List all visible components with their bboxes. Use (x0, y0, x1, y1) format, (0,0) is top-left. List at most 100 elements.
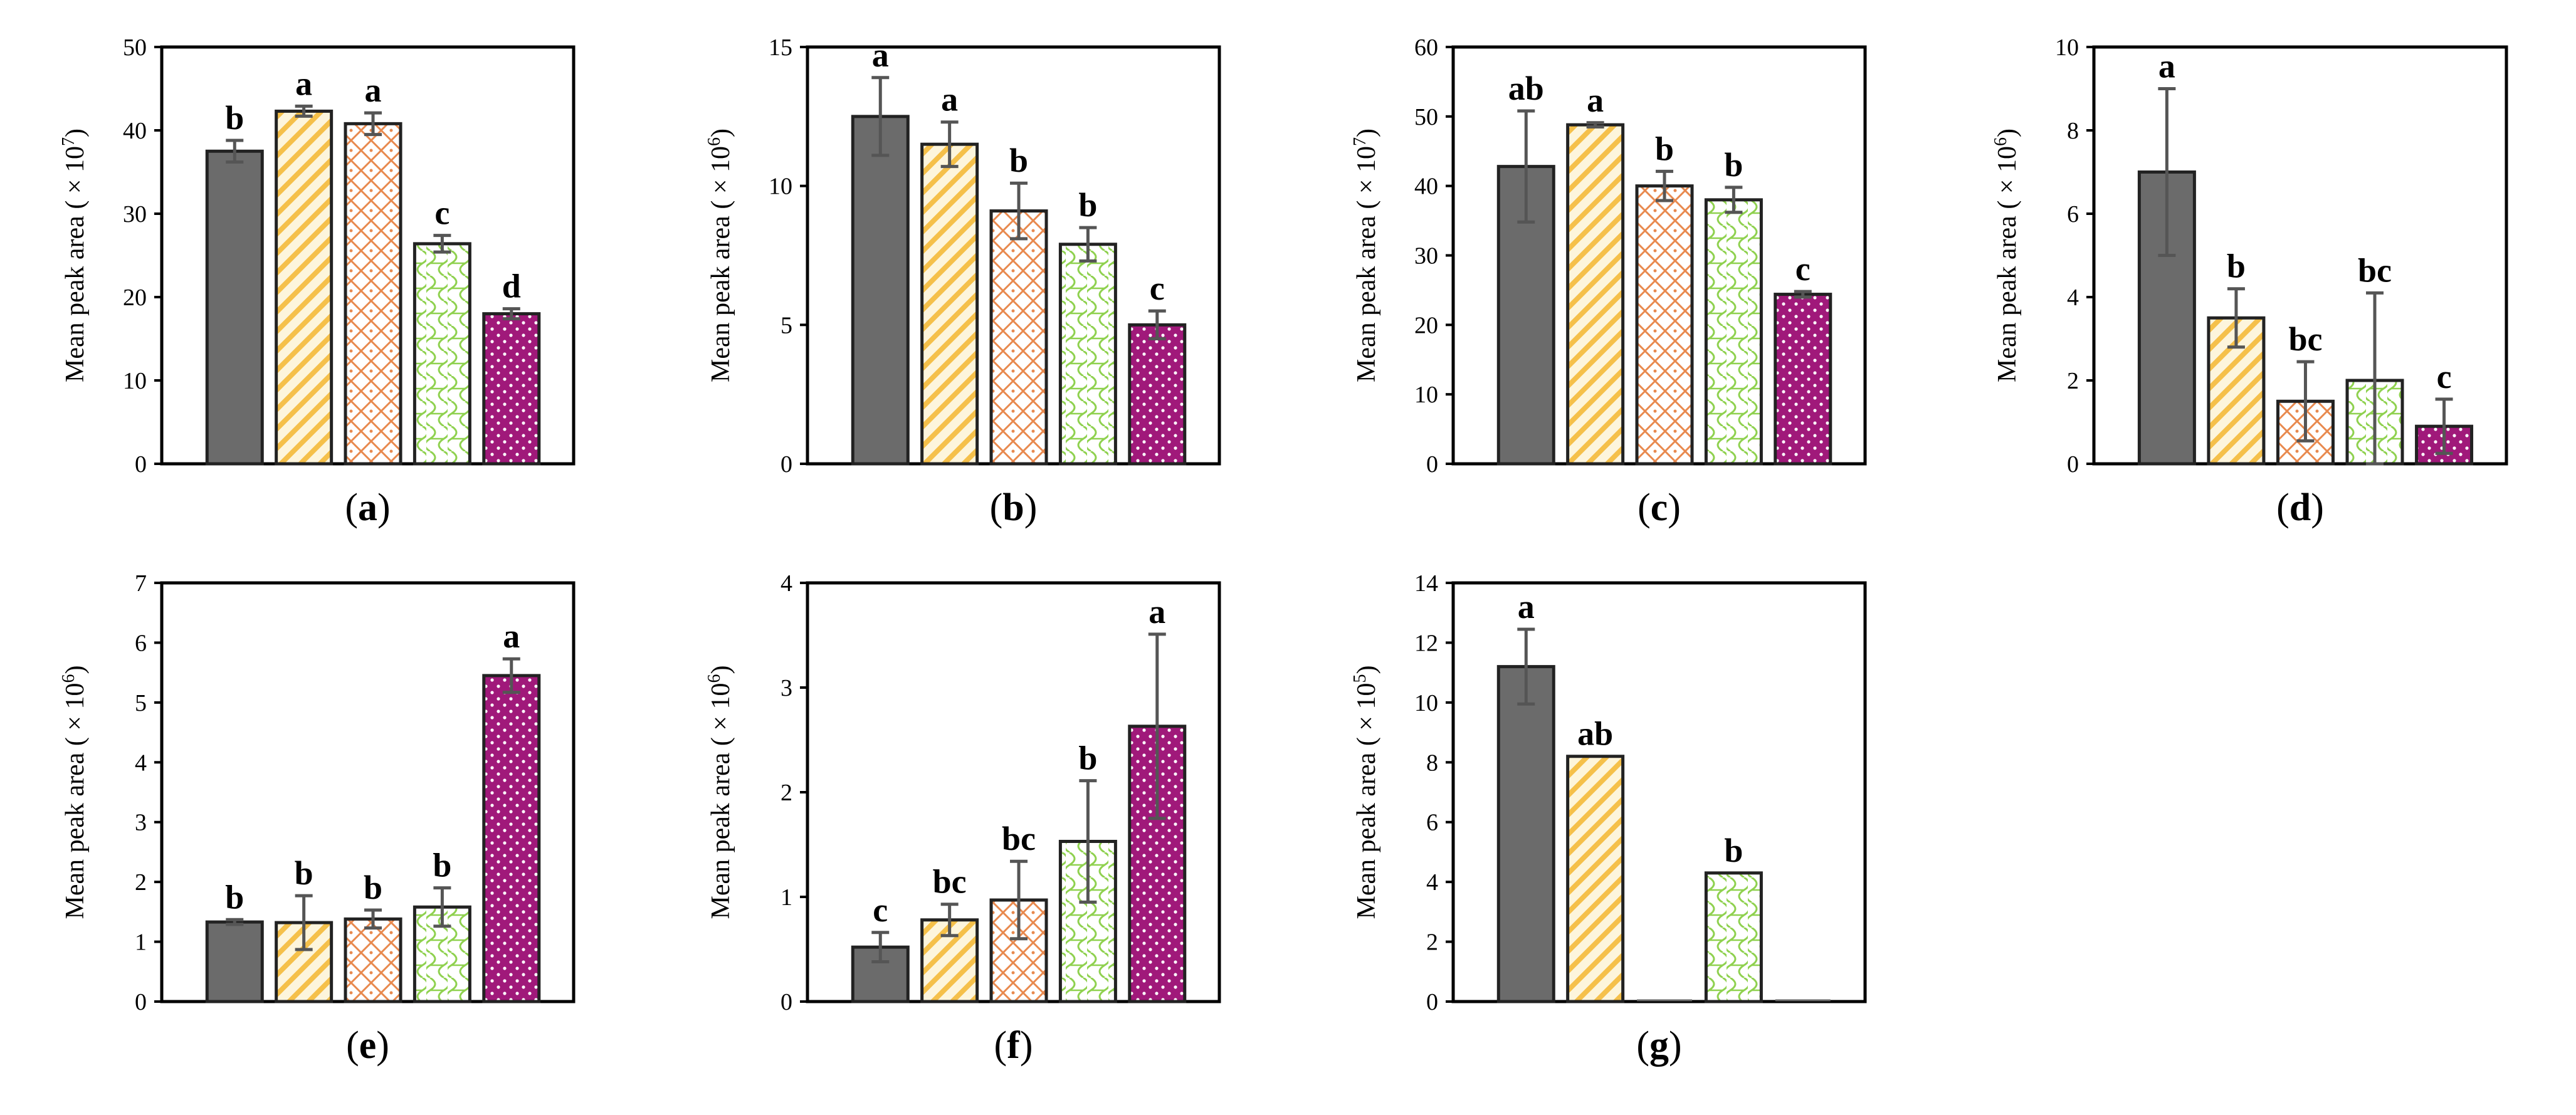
y-tick-label: 14 (1414, 570, 1438, 597)
significance-letter: b (295, 854, 313, 892)
significance-letter: c (1795, 250, 1811, 288)
chart-panel-e: 0 1 2 3 4 5 6 7 Mean peak area ( × 106) b b b b a (e) (59, 570, 576, 1067)
y-tick-label: 12 (1414, 630, 1438, 656)
y-tick-label: 2 (781, 780, 792, 806)
significance-letter: a (2158, 48, 2175, 85)
error-bar (364, 908, 382, 930)
error-bar (1656, 169, 1674, 202)
significance-letter: bc (2288, 320, 2322, 358)
bar-e-1 (205, 920, 264, 1003)
y-tick-label: 50 (1414, 104, 1438, 130)
y-tick-label: 50 (123, 34, 147, 61)
y-tick-label: 1 (135, 929, 147, 956)
error-bar (871, 76, 890, 157)
error-bar (433, 234, 451, 254)
y-tick-label: 5 (781, 312, 792, 338)
bar-c-5 (1774, 293, 1832, 466)
significance-letter: b (1078, 740, 1097, 777)
y-tick-label: 30 (123, 201, 147, 228)
error-bar (1079, 226, 1097, 263)
error-bar (1794, 290, 1812, 299)
y-tick-label: 4 (135, 750, 147, 776)
y-tick-label: 0 (781, 989, 792, 1015)
y-tick-label: 10 (2055, 34, 2079, 61)
y-axis-label: Mean peak area ( × 106) (1991, 128, 2022, 382)
y-tick-label: 40 (1414, 174, 1438, 200)
y-axis-label: Mean peak area ( × 106) (705, 128, 736, 382)
panel-label: (b) (990, 486, 1038, 529)
significance-letter: b (1724, 146, 1743, 184)
significance-letter: a (503, 617, 520, 655)
error-bar (871, 931, 890, 964)
significance-letter: b (1655, 130, 1674, 167)
significance-letter: c (1150, 270, 1165, 307)
panel-label: (e) (346, 1024, 389, 1067)
significance-letter: d (502, 268, 521, 305)
bar-b-3 (989, 209, 1048, 466)
y-tick-label: 2 (2067, 368, 2079, 394)
error-bar (502, 657, 520, 694)
error-bar (364, 111, 382, 137)
y-tick-label: 0 (1426, 989, 1438, 1015)
y-tick-label: 0 (1426, 451, 1438, 478)
significance-letter: b (1009, 142, 1028, 179)
y-tick-label: 0 (135, 989, 147, 1015)
y-axis-label: Mean peak area ( × 105) (1350, 666, 1382, 919)
significance-letter: a (941, 81, 958, 118)
y-tick-label: 6 (135, 630, 147, 656)
significance-letter: a (1149, 593, 1165, 631)
significance-letter: b (1724, 832, 1743, 869)
y-tick-label: 8 (1426, 750, 1438, 776)
error-bar (295, 894, 313, 951)
bar-e-3 (344, 917, 402, 1003)
error-bar (2158, 87, 2176, 257)
y-tick-label: 20 (1414, 312, 1438, 338)
y-tick-label: 3 (781, 675, 792, 701)
panel-label: (d) (2276, 486, 2324, 529)
y-tick-label: 0 (135, 451, 147, 478)
error-bar (1725, 186, 1743, 214)
y-tick-label: 0 (2067, 451, 2079, 478)
error-bar (295, 104, 313, 118)
error-bar (226, 139, 244, 164)
significance-letter: b (225, 99, 244, 137)
error-bar (2366, 291, 2384, 466)
error-bar (226, 918, 244, 926)
chart-panel-g: 0 2 4 6 8 10 12 14 Mean peak area ( × 105) a ab b (g… (1350, 570, 1867, 1067)
error-bar (1010, 859, 1028, 941)
y-tick-label: 4 (1426, 869, 1438, 896)
error-bar (1148, 309, 1166, 340)
bar-c-4 (1704, 198, 1763, 466)
significance-letter: a (295, 65, 312, 102)
bar-b-4 (1058, 243, 1117, 466)
significance-letter: c (434, 194, 449, 232)
bar-b-5 (1128, 323, 1187, 466)
y-tick-label: 1 (781, 884, 792, 911)
significance-letter: bc (933, 863, 967, 901)
bar-f-4 (1058, 839, 1117, 1003)
panel-label: (g) (1636, 1024, 1681, 1067)
y-tick-label: 6 (1426, 810, 1438, 836)
significance-letter: a (365, 71, 382, 109)
bar-g-2 (1566, 755, 1625, 1003)
panel-label: (a) (345, 486, 390, 529)
significance-letter: c (873, 891, 888, 929)
y-tick-label: 30 (1414, 243, 1438, 270)
significance-letter: c (2437, 358, 2452, 395)
bar-a-5 (482, 312, 541, 466)
bar-a-1 (205, 149, 264, 466)
y-tick-label: 10 (123, 368, 147, 394)
chart-panel-a: 0 10 20 30 40 50 Mean peak area ( × 107) b a a c d (… (59, 34, 576, 529)
y-tick-label: 40 (123, 118, 147, 144)
y-tick-label: 8 (2067, 118, 2079, 144)
error-bar (502, 307, 520, 321)
significance-letter: a (1518, 588, 1535, 626)
error-bar (1079, 779, 1097, 904)
bar-b-1 (851, 115, 910, 466)
significance-letter: b (225, 878, 244, 916)
significance-letter: ab (1508, 70, 1544, 107)
y-axis-label: Mean peak area ( × 107) (59, 128, 90, 382)
error-bar (940, 903, 959, 938)
